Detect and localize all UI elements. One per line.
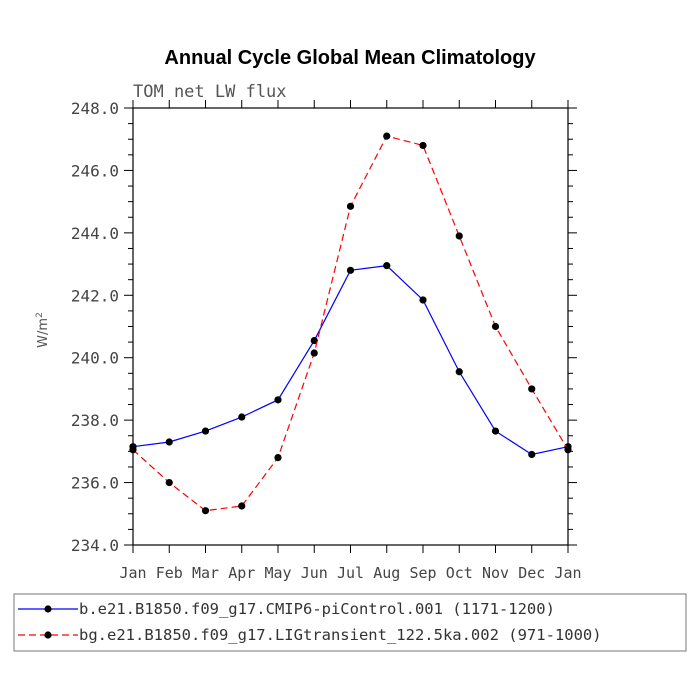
data-point — [201, 507, 210, 515]
plot-area — [129, 132, 572, 515]
chart-title: Annual Cycle Global Mean Climatology — [164, 47, 536, 69]
x-tick-label: Apr — [228, 564, 255, 582]
legend-entry-1: b.e21.B1850.f09_g17.CMIP6-piControl.001 … — [79, 600, 555, 618]
series-line — [132, 265, 569, 456]
data-point — [528, 385, 536, 393]
y-tick-label: 240.0 — [71, 349, 119, 368]
data-point — [419, 296, 427, 304]
y-axis-label: W/m2 — [35, 312, 51, 348]
x-tick-label: Dec — [518, 564, 545, 582]
data-point — [491, 322, 500, 331]
y-axis-label-unit: W/m — [36, 318, 51, 348]
y-tick-label: 236.0 — [71, 474, 119, 493]
x-tick-label: Jan — [554, 564, 581, 582]
legend-marker-1 — [44, 605, 52, 613]
plot-frame — [132, 107, 569, 546]
legend-entry-2: bg.e21.B1850.f09_g17.LIGtransient_122.5k… — [79, 626, 602, 644]
data-point — [564, 446, 572, 454]
series-line — [132, 135, 569, 512]
y-tick-label: 242.0 — [71, 286, 119, 305]
data-point — [238, 502, 246, 510]
x-tick-label: Jun — [301, 564, 328, 582]
legend-box — [13, 593, 687, 652]
x-tick-label: Jan — [119, 564, 146, 582]
x-tick-label: Oct — [446, 564, 473, 582]
x-tick-label: Nov — [482, 564, 509, 582]
y-axis-label-exponent: 2 — [35, 312, 45, 318]
data-point — [165, 478, 173, 487]
series-1 — [129, 262, 572, 459]
data-point — [383, 132, 391, 140]
axes: 234.0 236.0 238.0 240.0 242.0 244.0 246.0 248.0… — [71, 99, 582, 582]
data-point — [455, 368, 463, 376]
data-point — [201, 427, 210, 435]
x-tick-label: Mar — [192, 564, 219, 582]
data-point — [491, 427, 500, 435]
data-point — [346, 202, 355, 210]
data-point — [528, 450, 536, 459]
x-tick-label: Feb — [156, 564, 183, 582]
data-point — [455, 232, 463, 240]
y-tick-label: 244.0 — [71, 224, 119, 243]
chart-subtitle: TOM net LW flux — [133, 82, 287, 102]
data-point — [274, 396, 282, 404]
data-point — [310, 336, 318, 345]
y-tick-label: 248.0 — [71, 99, 119, 118]
x-tick-label: May — [264, 564, 291, 582]
data-point — [310, 349, 318, 357]
data-point — [238, 413, 246, 421]
data-point — [274, 454, 282, 462]
legend: b.e21.B1850.f09_g17.CMIP6-piControl.001 … — [13, 593, 687, 652]
x-tick-label: Aug — [373, 564, 400, 582]
data-point — [165, 438, 173, 446]
data-point — [383, 262, 391, 270]
y-tick-label: 246.0 — [71, 161, 119, 180]
x-tick-label: Sep — [409, 564, 436, 582]
data-point — [129, 446, 137, 454]
legend-marker-2 — [44, 631, 52, 639]
y-tick-label: 234.0 — [71, 536, 119, 555]
data-point — [419, 141, 427, 150]
x-tick-label: Jul — [337, 564, 364, 582]
data-point — [346, 266, 355, 274]
series-2 — [129, 132, 572, 515]
y-tick-label: 238.0 — [71, 411, 119, 430]
